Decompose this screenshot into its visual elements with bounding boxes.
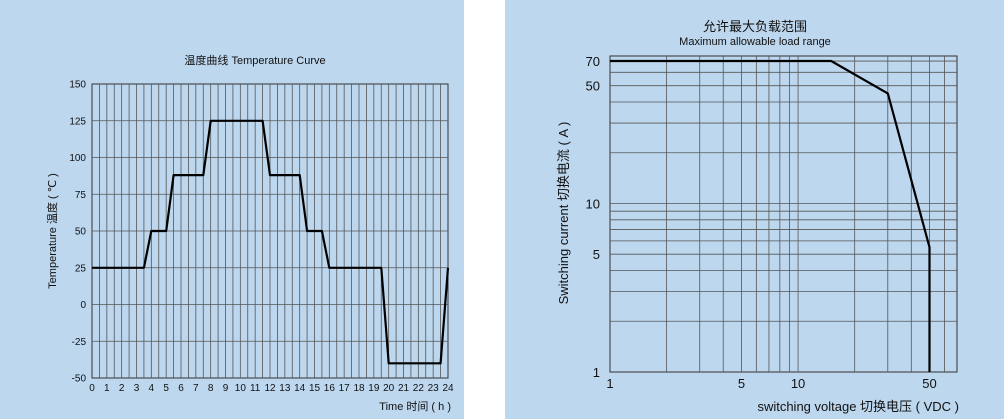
y-tick-label: 150 [69,80,86,91]
x-tick-label: 13 [279,383,291,394]
x-tick-label: 1 [606,376,613,391]
x-tick-label: 6 [178,383,184,394]
x-tick-label: 2 [119,383,125,394]
y-tick-label: 0 [80,300,86,311]
chart-title: 温度曲线 Temperature Curve [184,53,325,67]
x-tick-label: 18 [353,383,365,394]
x-tick-label: 1 [104,383,110,394]
load-range-chart: 1 5 10 50 70 50 10 5 1 允许最大负载范围 Maximum allowable … [556,19,959,414]
y-tick-label: 25 [75,263,87,274]
x-tick-label: 0 [89,383,95,394]
x-tick-label: 10 [235,383,247,394]
x-tick-label: 3 [134,383,140,394]
chart-title: 允许最大负载范围 [703,19,807,34]
y-tick-label: 50 [75,227,87,238]
x-tick-label: 10 [791,376,805,391]
y-tick-label: -50 [72,374,87,385]
x-tick-label: 16 [324,383,336,394]
load-range-panel: 1 5 10 50 70 50 10 5 1 允许最大负载范围 Maximum allowable … [505,0,1004,419]
x-tick-label: 21 [398,383,410,394]
y-tick-label: 10 [586,196,600,211]
x-tick-label: 9 [223,383,229,394]
y-axis-label: Switching current 切换电流 ( A ) [556,122,571,305]
x-tick-label: 14 [294,383,306,394]
x-tick-label: 17 [339,383,351,394]
y-tick-label: 50 [586,79,600,94]
y-tick-label: 70 [586,54,600,69]
y-tick-label: 1 [593,365,600,380]
x-tick-label: 12 [264,383,276,394]
x-tick-label: 20 [383,383,395,394]
y-tick-label: 125 [69,116,86,127]
y-axis-label: Temperature 温度 ( ℃ ) [45,173,59,289]
plot-frame [609,55,958,373]
temperature-curve-chart: 0 1 2 3 4 5 6 7 8 9 10 11 12 13 14 15 16 17 18 19 20 21 22 23 24… [45,53,454,413]
x-tick-label: 22 [413,383,425,394]
y-tick-label: 100 [69,153,86,164]
x-axis-label: switching voltage 切换电压 ( VDC ) [757,399,959,414]
x-axis-label: Time 时间 ( h ) [379,400,451,413]
y-tick-label: 5 [593,247,600,262]
x-tick-label: 8 [208,383,214,394]
x-tick-label: 11 [250,383,261,394]
chart-subtitle: Maximum allowable load range [679,36,831,48]
x-tick-label: 19 [368,383,380,394]
y-tick-label: 75 [75,190,87,201]
x-tick-label: 24 [442,383,454,394]
x-tick-label: 7 [193,383,199,394]
y-tick-label: -25 [72,337,87,348]
load-limit-series-line [610,59,931,372]
temperature-series-line [92,119,450,365]
x-tick-label: 50 [922,376,936,391]
x-tick-label: 15 [309,383,321,394]
x-tick-label: 23 [428,383,440,394]
temperature-curve-panel: 0 1 2 3 4 5 6 7 8 9 10 11 12 13 14 15 16 17 18 19 20 21 22 23 24… [0,0,464,419]
x-tick-label: 4 [149,383,155,394]
x-tick-label: 5 [163,383,169,394]
x-tick-label: 5 [738,376,745,391]
